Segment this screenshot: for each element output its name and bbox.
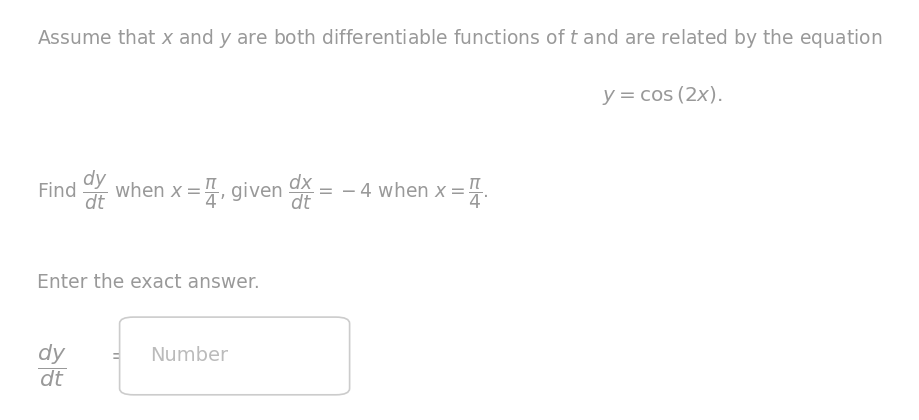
FancyBboxPatch shape [119, 317, 349, 395]
Text: Number: Number [150, 346, 228, 365]
Text: $=$: $=$ [106, 345, 129, 365]
Text: Enter the exact answer.: Enter the exact answer. [37, 273, 259, 292]
Text: $\dfrac{dy}{dt}$: $\dfrac{dy}{dt}$ [37, 342, 66, 389]
Text: Assume that $x$ and $y$ are both differentiable functions of $t$ and are related: Assume that $x$ and $y$ are both differe… [38, 27, 881, 50]
Text: Find $\dfrac{dy}{dt}$ when $x = \dfrac{\pi}{4}$, given $\dfrac{dx}{dt} = -4$ whe: Find $\dfrac{dy}{dt}$ when $x = \dfrac{\… [37, 168, 488, 212]
Text: $y = \cos\left(2x\right).$: $y = \cos\left(2x\right).$ [601, 84, 722, 107]
